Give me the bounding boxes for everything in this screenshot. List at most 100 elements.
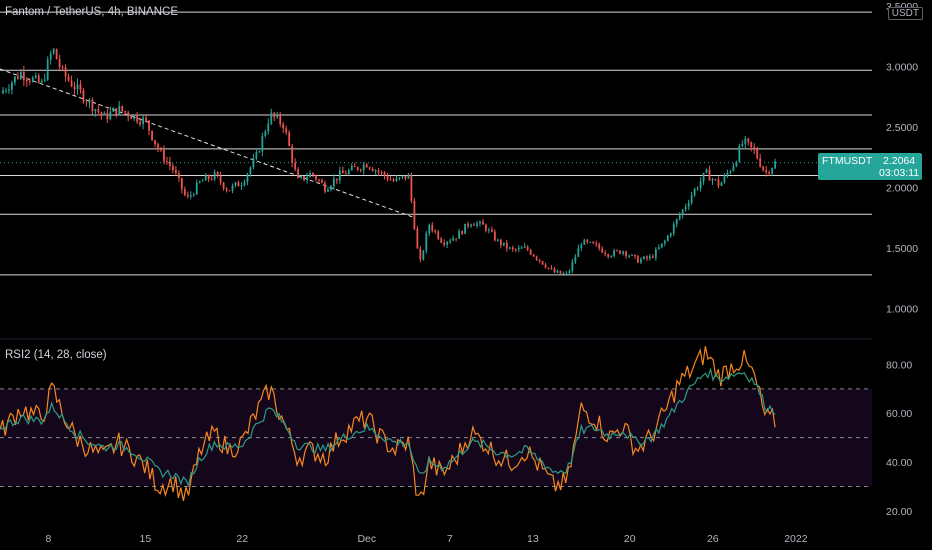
candle (532, 253, 535, 257)
candle (708, 165, 711, 181)
candle (437, 229, 440, 241)
candle (52, 48, 55, 55)
candle (598, 242, 601, 251)
candle (711, 177, 714, 185)
candle (73, 81, 76, 95)
candle (11, 80, 13, 95)
candle (2, 86, 4, 94)
candle (643, 255, 645, 260)
candle (425, 230, 428, 254)
candle (46, 56, 49, 81)
candle (654, 247, 657, 261)
candle (100, 111, 103, 120)
candle (347, 168, 350, 176)
candle (258, 150, 261, 153)
candle (330, 184, 332, 192)
candle (440, 236, 443, 244)
candle (25, 77, 28, 87)
candle (237, 180, 240, 187)
candle (592, 241, 595, 244)
symbol-title[interactable]: Fantom / TetherUS, 4h, BINANCE (5, 6, 178, 18)
currency-badge[interactable]: USDT (887, 7, 923, 20)
candle (610, 255, 613, 259)
candle (76, 78, 79, 95)
last-price-tag: FTMUSDT 2.2064 03:03:11 (818, 153, 922, 180)
rsi-line-slow (0, 367, 776, 488)
candle (750, 141, 753, 152)
candle (434, 229, 437, 234)
trendline[interactable] (0, 68, 416, 219)
candle (288, 130, 291, 147)
candle (58, 54, 61, 72)
price-tag-price: 2.2064 (883, 155, 915, 167)
candle (684, 203, 687, 212)
candle (753, 143, 756, 155)
candle (559, 270, 562, 275)
candle (774, 158, 777, 170)
candle (297, 167, 300, 179)
candle (127, 110, 130, 122)
candle (70, 75, 73, 88)
candle (318, 178, 320, 184)
candle (586, 238, 589, 245)
candle (556, 269, 559, 274)
candle (43, 73, 46, 83)
candle (514, 248, 517, 253)
candle (145, 113, 147, 122)
time-axis-label: 7 (447, 533, 453, 545)
candle (312, 172, 314, 178)
candle (219, 171, 222, 186)
candle (198, 180, 201, 184)
candle (335, 178, 338, 185)
candle (294, 158, 297, 172)
rsi-series (0, 346, 776, 502)
candle (583, 238, 586, 245)
candle (547, 267, 550, 270)
candle (491, 226, 493, 233)
candle (693, 187, 696, 198)
candle (607, 253, 610, 259)
candle (151, 130, 153, 142)
time-axis-label: Dec (357, 533, 376, 545)
candle (228, 190, 231, 192)
price-levels (0, 11, 872, 276)
candle (571, 259, 574, 274)
candle (344, 170, 347, 175)
candle (595, 240, 598, 247)
candle (729, 169, 732, 175)
descending-trendline[interactable] (0, 68, 416, 219)
candle (637, 254, 639, 263)
candle (395, 175, 398, 182)
candle (115, 107, 118, 118)
candle (646, 255, 648, 261)
candle (216, 171, 219, 178)
rsi-axis-label: 40.00 (886, 457, 912, 469)
candle (601, 246, 604, 254)
time-axis-label: 8 (46, 533, 52, 545)
candle (124, 110, 127, 115)
candle (663, 239, 666, 247)
candle (8, 84, 10, 94)
candle (493, 229, 496, 242)
candle (40, 78, 43, 85)
candle (511, 245, 514, 252)
time-axis[interactable]: 8 15 22 Dec 7 13 20 26 2022 (46, 533, 808, 545)
candle (231, 183, 234, 194)
candle (649, 253, 651, 261)
candle (464, 223, 466, 234)
candle (273, 112, 276, 122)
candle (14, 76, 16, 86)
candle (180, 177, 183, 194)
candle (303, 175, 305, 182)
rsi-axis[interactable]: 80.00 60.00 40.00 20.00 (886, 359, 912, 517)
candle (356, 166, 359, 172)
candle (419, 245, 422, 263)
indicator-title[interactable]: RSI2 (14, 28, close) (5, 349, 107, 361)
candle (568, 269, 571, 275)
time-axis-label: 22 (236, 533, 248, 545)
candle (106, 108, 109, 123)
candle (85, 99, 88, 107)
candle (61, 64, 64, 71)
candle (407, 172, 410, 179)
